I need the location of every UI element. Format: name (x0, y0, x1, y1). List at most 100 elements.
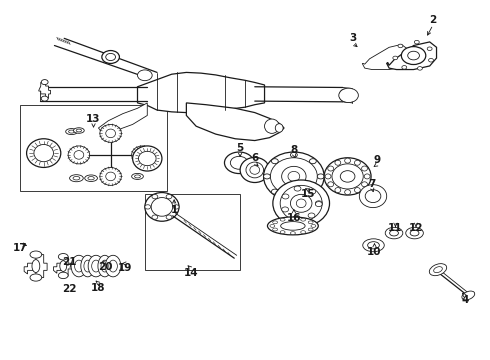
Ellipse shape (70, 175, 83, 182)
Ellipse shape (84, 260, 92, 272)
Ellipse shape (74, 260, 83, 272)
Ellipse shape (106, 129, 116, 138)
Ellipse shape (135, 175, 141, 178)
Ellipse shape (365, 190, 381, 203)
Ellipse shape (100, 125, 122, 142)
Text: 15: 15 (301, 189, 316, 199)
Ellipse shape (102, 50, 120, 63)
Ellipse shape (359, 185, 387, 208)
Polygon shape (39, 82, 50, 98)
Ellipse shape (173, 205, 179, 209)
Ellipse shape (408, 51, 419, 60)
Text: 17: 17 (13, 243, 27, 253)
Ellipse shape (393, 56, 398, 60)
Ellipse shape (335, 188, 341, 193)
Ellipse shape (324, 158, 371, 195)
Ellipse shape (88, 255, 104, 277)
Bar (145, 194, 240, 270)
Ellipse shape (398, 44, 403, 48)
Ellipse shape (340, 171, 355, 182)
Ellipse shape (339, 89, 351, 102)
Ellipse shape (282, 194, 289, 199)
Ellipse shape (291, 217, 295, 220)
Ellipse shape (427, 47, 432, 50)
Ellipse shape (318, 174, 324, 179)
Ellipse shape (429, 264, 447, 276)
Ellipse shape (344, 190, 350, 195)
Ellipse shape (41, 96, 48, 101)
Ellipse shape (325, 174, 331, 179)
Text: 9: 9 (373, 155, 381, 165)
Ellipse shape (138, 70, 152, 81)
Ellipse shape (152, 194, 158, 199)
Ellipse shape (354, 188, 360, 193)
Ellipse shape (291, 194, 312, 212)
Ellipse shape (246, 162, 264, 178)
Ellipse shape (339, 88, 358, 103)
Ellipse shape (106, 53, 116, 60)
Ellipse shape (166, 194, 172, 199)
Text: 2: 2 (430, 15, 437, 26)
Ellipse shape (66, 129, 77, 135)
Ellipse shape (332, 164, 363, 189)
Ellipse shape (272, 221, 277, 224)
Ellipse shape (282, 166, 306, 186)
Ellipse shape (132, 174, 144, 179)
Ellipse shape (316, 201, 322, 206)
Ellipse shape (417, 67, 422, 70)
Text: 7: 7 (368, 179, 376, 189)
Ellipse shape (145, 205, 151, 209)
Ellipse shape (271, 159, 278, 164)
Ellipse shape (429, 58, 434, 62)
Ellipse shape (138, 150, 147, 159)
Ellipse shape (101, 260, 108, 272)
Ellipse shape (270, 225, 275, 227)
Ellipse shape (309, 189, 316, 194)
Text: 20: 20 (98, 262, 113, 272)
Ellipse shape (272, 228, 277, 231)
Ellipse shape (230, 156, 248, 169)
Ellipse shape (32, 260, 40, 273)
Ellipse shape (71, 255, 87, 277)
Ellipse shape (74, 128, 84, 133)
Ellipse shape (301, 218, 306, 221)
Polygon shape (138, 72, 265, 113)
Ellipse shape (264, 152, 324, 201)
Ellipse shape (308, 228, 313, 231)
Ellipse shape (58, 253, 68, 260)
Ellipse shape (26, 139, 61, 167)
Ellipse shape (402, 66, 407, 69)
Ellipse shape (88, 176, 94, 180)
Ellipse shape (58, 272, 68, 279)
Ellipse shape (291, 231, 295, 234)
Ellipse shape (30, 251, 42, 258)
Ellipse shape (145, 193, 179, 221)
Ellipse shape (265, 119, 279, 134)
Ellipse shape (406, 227, 423, 239)
Polygon shape (24, 255, 47, 278)
Ellipse shape (354, 160, 360, 165)
Ellipse shape (368, 242, 379, 249)
Ellipse shape (462, 291, 475, 300)
Ellipse shape (335, 160, 341, 165)
Text: 5: 5 (237, 143, 244, 153)
Ellipse shape (109, 260, 118, 272)
Ellipse shape (166, 215, 172, 219)
Polygon shape (186, 103, 284, 140)
Ellipse shape (271, 189, 278, 194)
Ellipse shape (41, 80, 48, 85)
Ellipse shape (282, 207, 289, 212)
Ellipse shape (280, 231, 285, 234)
Ellipse shape (280, 185, 322, 221)
Ellipse shape (363, 239, 384, 252)
Text: 14: 14 (184, 268, 198, 278)
Ellipse shape (293, 215, 300, 220)
Polygon shape (362, 44, 408, 69)
Ellipse shape (270, 158, 318, 195)
Ellipse shape (308, 213, 315, 218)
Ellipse shape (344, 158, 350, 163)
Text: 19: 19 (118, 263, 132, 273)
Ellipse shape (401, 46, 426, 64)
Ellipse shape (139, 151, 156, 166)
Ellipse shape (250, 166, 260, 174)
